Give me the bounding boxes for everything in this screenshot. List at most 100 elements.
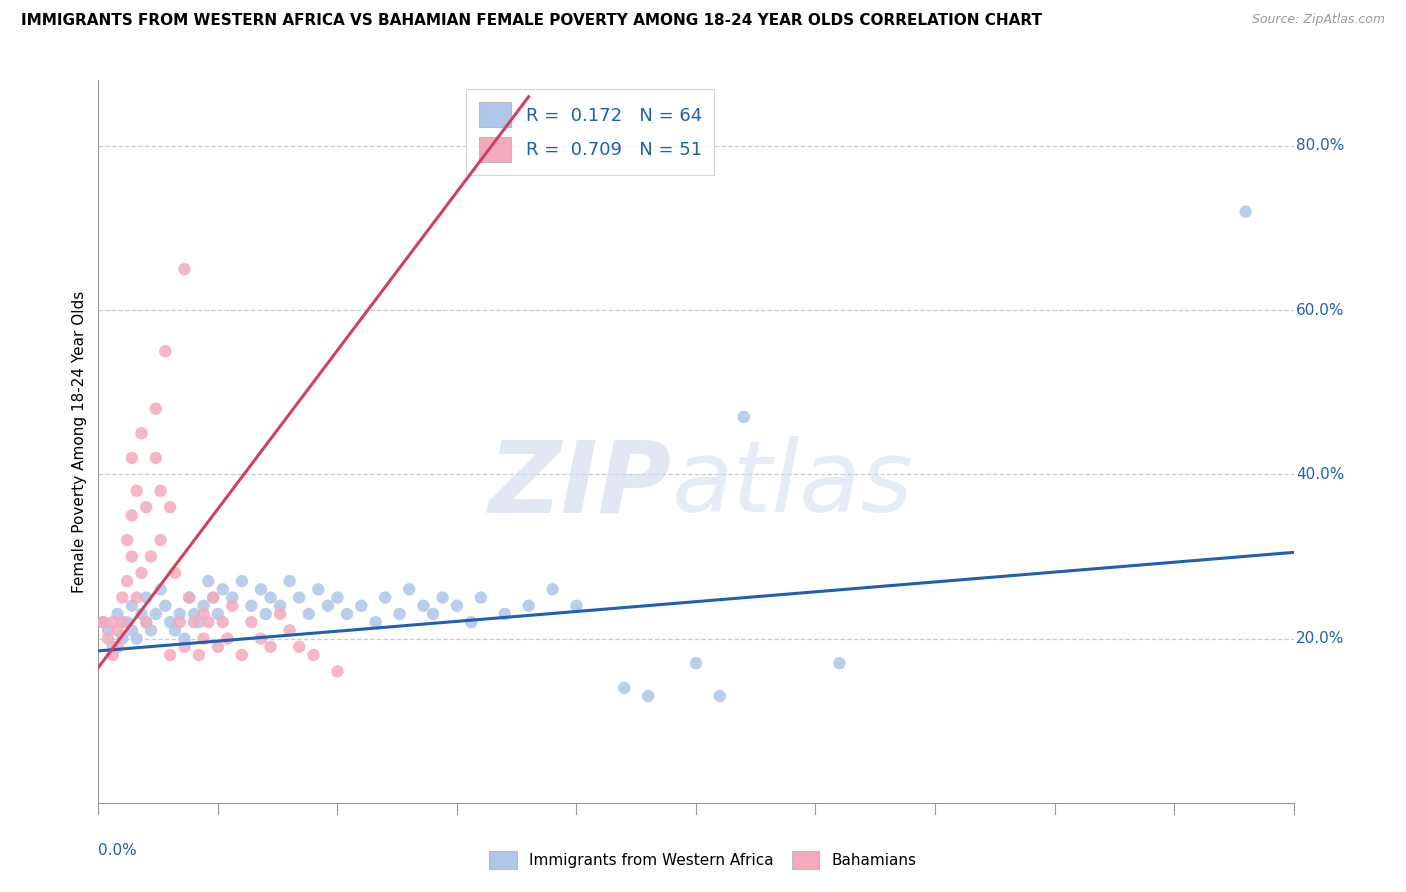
Point	[231, 574, 253, 588]
Point	[107, 607, 129, 621]
Point	[131, 566, 153, 580]
Point	[217, 632, 239, 646]
Text: 20.0%: 20.0%	[1296, 632, 1344, 646]
Point	[541, 582, 564, 597]
Point	[183, 607, 205, 621]
Point	[163, 566, 186, 580]
Point	[173, 640, 195, 654]
Text: 0.0%: 0.0%	[98, 843, 138, 857]
Point	[231, 648, 253, 662]
Point	[125, 632, 148, 646]
Point	[250, 582, 273, 597]
Point	[460, 615, 482, 630]
Point	[91, 615, 114, 630]
Point	[173, 262, 195, 277]
Point	[163, 624, 186, 638]
Point	[145, 450, 167, 465]
Point	[709, 689, 731, 703]
Point	[111, 591, 134, 605]
Point	[1234, 204, 1257, 219]
Text: 80.0%: 80.0%	[1296, 138, 1344, 153]
Point	[169, 607, 191, 621]
Point	[183, 615, 205, 630]
Point	[135, 615, 157, 630]
Point	[121, 450, 143, 465]
Point	[565, 599, 588, 613]
Point	[254, 607, 277, 621]
Point	[733, 409, 755, 424]
Point	[278, 574, 301, 588]
Point	[121, 599, 143, 613]
Point	[97, 624, 120, 638]
Point	[259, 640, 281, 654]
Point	[139, 549, 162, 564]
Point	[432, 591, 454, 605]
Point	[207, 640, 229, 654]
Point	[470, 591, 492, 605]
Point	[193, 599, 215, 613]
Point	[155, 344, 177, 359]
Point	[269, 599, 291, 613]
Point	[107, 640, 129, 654]
Point	[240, 615, 263, 630]
Point	[197, 574, 219, 588]
Point	[115, 533, 138, 547]
Point	[187, 615, 209, 630]
Point	[302, 648, 325, 662]
Point	[101, 615, 124, 630]
Point	[211, 582, 233, 597]
Point	[269, 607, 291, 621]
Point	[155, 599, 177, 613]
Point	[412, 599, 434, 613]
Point	[125, 591, 148, 605]
Point	[91, 615, 114, 630]
Point	[125, 483, 148, 498]
Point	[135, 500, 157, 515]
Point	[350, 599, 373, 613]
Point	[159, 648, 181, 662]
Point	[374, 591, 396, 605]
Point	[613, 681, 636, 695]
Point	[111, 615, 134, 630]
Point	[121, 508, 143, 523]
Point	[259, 591, 281, 605]
Text: Source: ZipAtlas.com: Source: ZipAtlas.com	[1251, 13, 1385, 27]
Point	[326, 591, 349, 605]
Point	[288, 591, 311, 605]
Point	[149, 582, 172, 597]
Point	[316, 599, 339, 613]
Point	[97, 632, 120, 646]
Point	[446, 599, 468, 613]
Point	[121, 549, 143, 564]
Point	[298, 607, 321, 621]
Point	[326, 665, 349, 679]
Legend: Immigrants from Western Africa, Bahamians: Immigrants from Western Africa, Bahamian…	[484, 845, 922, 875]
Point	[685, 657, 707, 671]
Point	[221, 599, 243, 613]
Point	[115, 574, 138, 588]
Point	[179, 591, 201, 605]
Point	[145, 607, 167, 621]
Point	[211, 615, 233, 630]
Point	[111, 632, 134, 646]
Text: 40.0%: 40.0%	[1296, 467, 1344, 482]
Point	[115, 615, 138, 630]
Point	[149, 533, 172, 547]
Point	[517, 599, 540, 613]
Point	[250, 632, 273, 646]
Point	[197, 615, 219, 630]
Point	[193, 607, 215, 621]
Point	[107, 624, 129, 638]
Point	[202, 591, 225, 605]
Text: ZIP: ZIP	[489, 436, 672, 533]
Point	[149, 483, 172, 498]
Text: IMMIGRANTS FROM WESTERN AFRICA VS BAHAMIAN FEMALE POVERTY AMONG 18-24 YEAR OLDS : IMMIGRANTS FROM WESTERN AFRICA VS BAHAMI…	[21, 13, 1042, 29]
Legend: R =  0.172   N = 64, R =  0.709   N = 51: R = 0.172 N = 64, R = 0.709 N = 51	[465, 89, 714, 175]
Point	[202, 591, 225, 605]
Point	[101, 648, 124, 662]
Point	[240, 599, 263, 613]
Text: atlas: atlas	[672, 436, 914, 533]
Point	[187, 648, 209, 662]
Point	[221, 591, 243, 605]
Point	[145, 401, 167, 416]
